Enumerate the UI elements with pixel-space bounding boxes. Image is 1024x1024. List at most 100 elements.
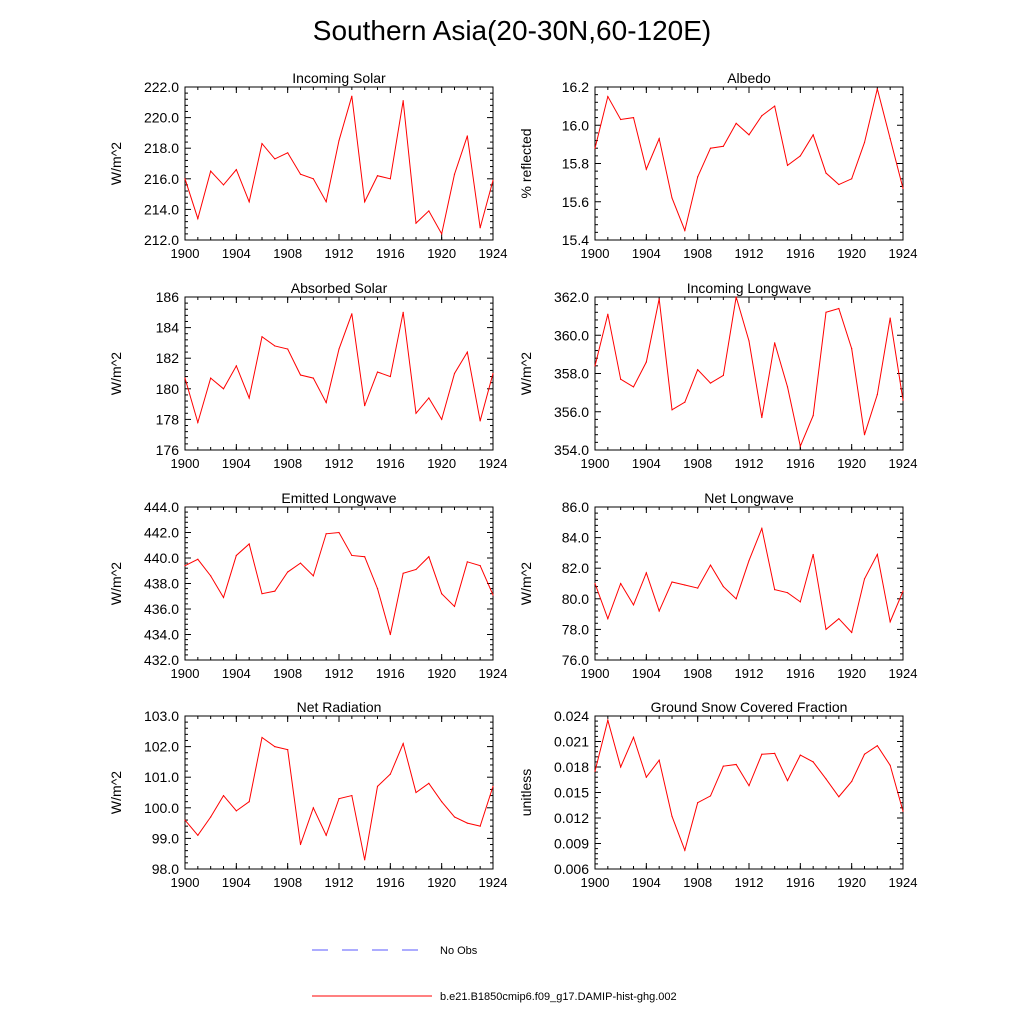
data-point xyxy=(492,594,494,596)
y-tick-label: 442.0 xyxy=(144,525,179,541)
y-tick-label: 0.021 xyxy=(554,734,589,750)
y-tick-label: 436.0 xyxy=(144,601,179,617)
data-point xyxy=(645,168,647,170)
data-point xyxy=(851,348,853,350)
data-point xyxy=(479,420,481,422)
figure-title: Southern Asia(20-30N,60-120E) xyxy=(313,15,711,46)
y-tick-label: 216.0 xyxy=(144,171,179,187)
data-point xyxy=(607,95,609,98)
data-point xyxy=(261,593,263,595)
y-tick-label: 99.0 xyxy=(152,830,179,846)
data-point xyxy=(825,311,827,313)
y-tick-label: 103.0 xyxy=(144,708,179,724)
data-point xyxy=(299,562,302,564)
x-tick-label: 1904 xyxy=(222,456,251,471)
data-point xyxy=(838,618,840,620)
data-point xyxy=(671,197,673,199)
series-line xyxy=(184,96,494,236)
x-tick-label: 1916 xyxy=(376,666,405,681)
data-point xyxy=(376,371,379,373)
x-tick-label: 1920 xyxy=(427,875,456,890)
x-tick-label: 1904 xyxy=(222,246,251,261)
data-point xyxy=(222,596,225,599)
data-point xyxy=(786,780,789,782)
data-point xyxy=(248,543,250,545)
data-point xyxy=(184,819,186,821)
y-tick-label: 101.0 xyxy=(144,769,179,785)
y-tick-label: 360.0 xyxy=(554,327,589,343)
data-point xyxy=(287,571,289,573)
data-point xyxy=(876,88,878,90)
x-tick-label: 1916 xyxy=(376,875,405,890)
data-point xyxy=(671,815,673,817)
data-point xyxy=(274,158,276,160)
data-point xyxy=(453,816,456,818)
data-point xyxy=(799,601,801,603)
y-tick-label: 16.2 xyxy=(562,79,589,95)
y-tick-label: 86.0 xyxy=(562,499,589,515)
data-point xyxy=(645,776,647,778)
y-tick-label: 358.0 xyxy=(554,366,589,382)
data-point xyxy=(453,173,456,175)
data-point xyxy=(863,141,866,144)
data-point xyxy=(799,445,801,447)
x-tick-label: 1916 xyxy=(376,246,405,261)
data-point xyxy=(402,100,404,102)
x-tick-label: 1920 xyxy=(427,456,456,471)
data-point xyxy=(222,388,225,390)
x-tick-label: 1908 xyxy=(683,875,712,890)
data-point xyxy=(351,554,353,557)
y-axis-label: W/m^2 xyxy=(518,352,534,395)
data-point xyxy=(632,604,635,606)
panel-grid: Incoming Solar W/m^2 1900 1904 1908 1912 1916 1… xyxy=(108,70,917,890)
series-line xyxy=(594,296,904,448)
series-line xyxy=(184,312,494,425)
data-point xyxy=(248,201,250,203)
data-point xyxy=(735,598,737,600)
data-point xyxy=(351,95,353,97)
x-tick-label: 1912 xyxy=(325,666,354,681)
data-point xyxy=(402,572,404,574)
data-point xyxy=(709,382,712,384)
y-tick-label: 212.0 xyxy=(144,232,179,248)
data-point xyxy=(261,736,263,739)
x-tick-label: 1924 xyxy=(479,875,508,890)
data-point xyxy=(197,217,199,220)
data-point xyxy=(812,414,814,417)
data-point xyxy=(338,798,340,800)
data-point xyxy=(709,564,712,566)
data-point xyxy=(735,296,737,298)
data-point xyxy=(684,849,686,851)
data-point xyxy=(376,785,379,787)
data-point xyxy=(222,794,225,797)
x-tick-label: 1912 xyxy=(325,875,354,890)
x-tick-label: 1900 xyxy=(171,666,200,681)
data-point xyxy=(774,105,776,107)
data-point xyxy=(248,801,250,803)
x-tick-label: 1920 xyxy=(837,875,866,890)
y-tick-label: 218.0 xyxy=(144,140,179,156)
data-point xyxy=(812,761,814,763)
plot-frame xyxy=(594,506,904,661)
data-point xyxy=(620,378,622,380)
data-point xyxy=(338,139,340,142)
y-tick-label: 434.0 xyxy=(144,627,179,643)
data-point xyxy=(312,377,314,379)
data-point xyxy=(889,138,891,140)
data-point xyxy=(351,794,353,797)
plot-frame xyxy=(594,715,904,870)
x-tick-label: 1924 xyxy=(889,246,918,261)
data-point xyxy=(722,145,724,147)
panel-5: Emitted Longwave W/m^2 1900 1904 1908 1912 191… xyxy=(108,490,507,681)
data-point xyxy=(248,397,250,399)
data-point xyxy=(697,802,699,804)
x-tick-label: 1904 xyxy=(222,666,251,681)
data-point xyxy=(466,135,468,137)
data-point xyxy=(428,397,430,399)
data-point xyxy=(299,843,302,846)
panel-7: Net Radiation W/m^2 1900 1904 1908 1912 1916 19… xyxy=(108,699,507,890)
x-tick-label: 1912 xyxy=(735,246,764,261)
data-point xyxy=(287,152,289,154)
x-tick-label: 1920 xyxy=(837,246,866,261)
